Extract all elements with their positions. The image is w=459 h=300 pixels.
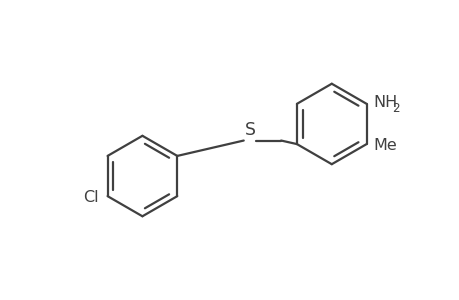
Text: Me: Me [373,137,397,152]
Text: NH: NH [373,95,397,110]
Text: 2: 2 [391,102,398,115]
Text: S: S [244,121,255,139]
Text: Cl: Cl [83,190,99,205]
